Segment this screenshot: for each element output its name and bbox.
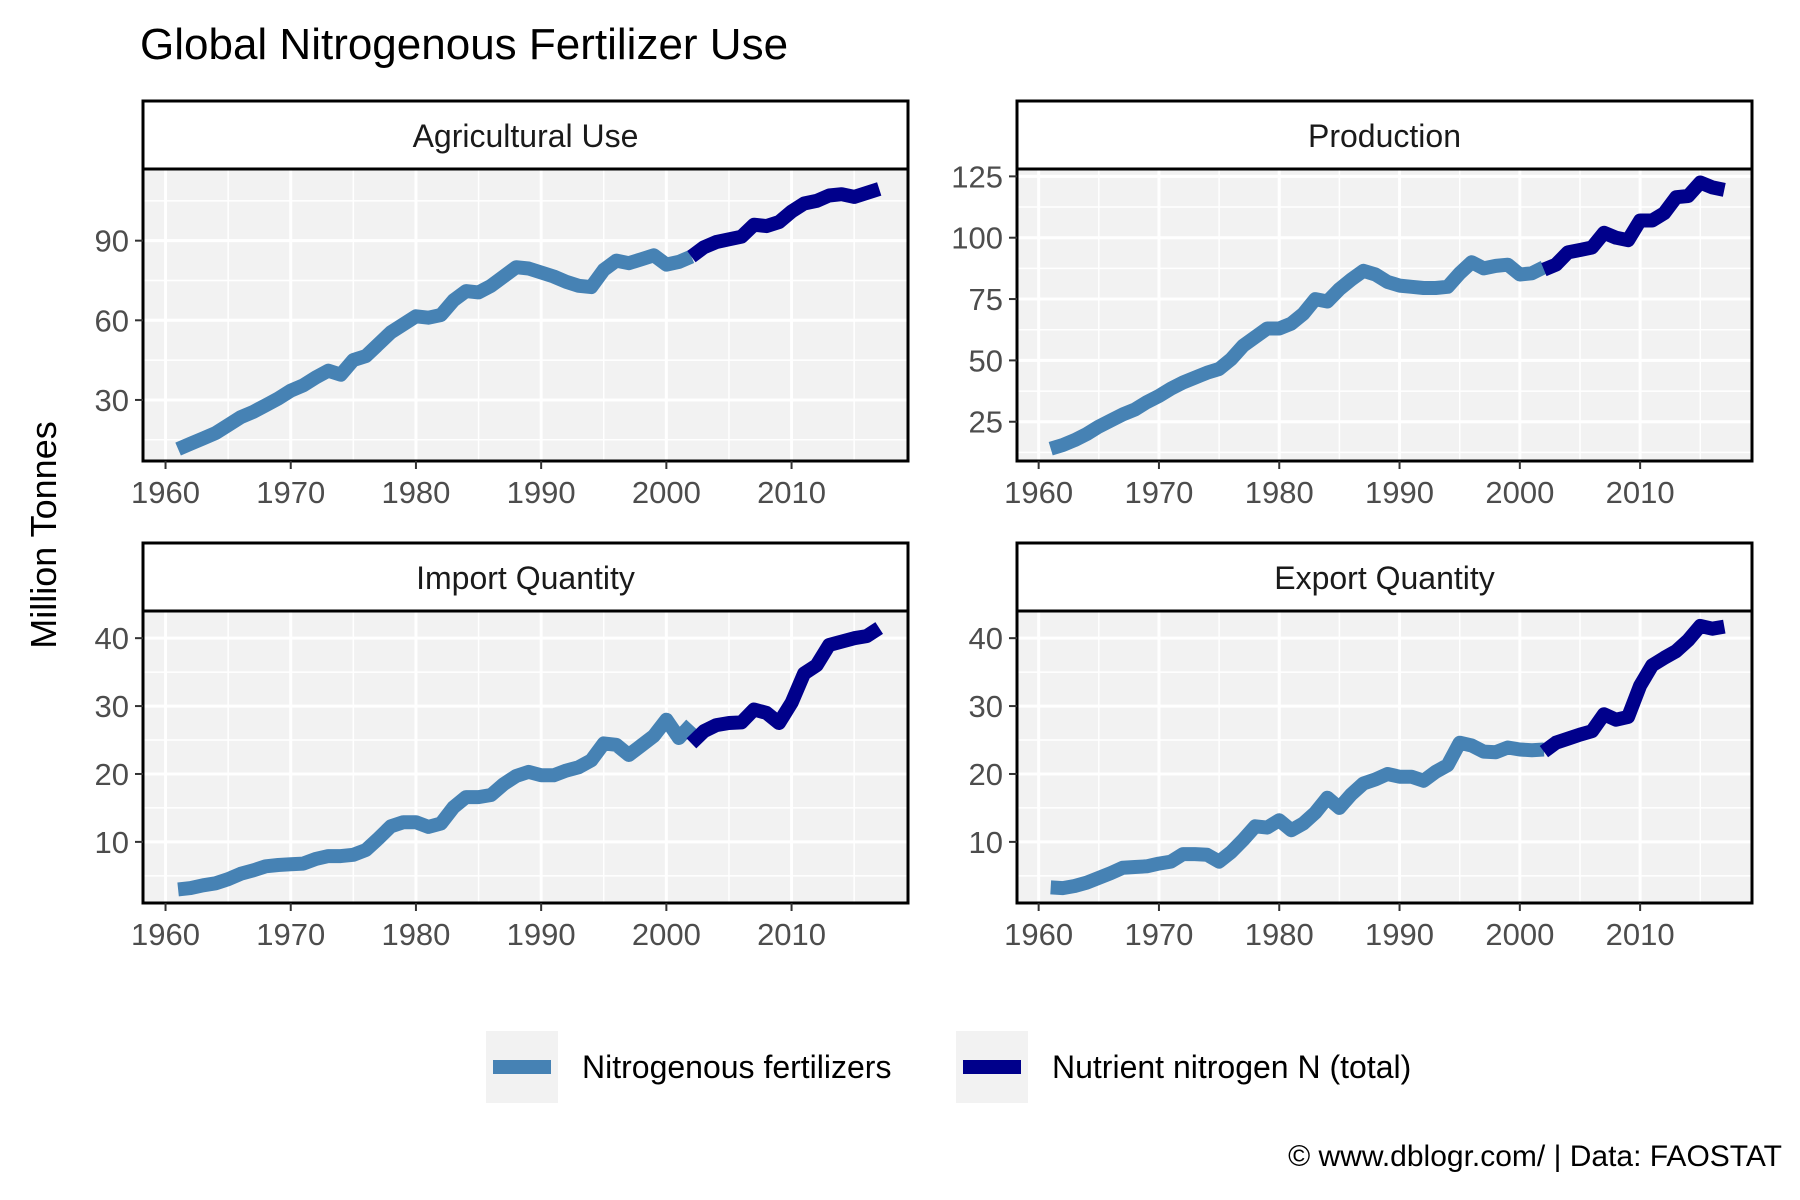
y-tick-label: 20 (95, 757, 129, 792)
caption: © www.dblogr.com/ | Data: FAOSTAT (1288, 1140, 1782, 1173)
x-tick-label: 2010 (757, 917, 826, 952)
facet-title: Export Quantity (1274, 560, 1495, 596)
x-tick-label: 1960 (1004, 917, 1073, 952)
facet-strip (141, 541, 910, 613)
x-tick-label: 1980 (1245, 917, 1314, 952)
y-tick-label: 40 (969, 621, 1003, 656)
y-tick-label: 20 (969, 757, 1003, 792)
y-tick-label: 30 (95, 689, 129, 724)
panel-border (141, 609, 910, 905)
facet-title: Import Quantity (416, 560, 635, 596)
legend-item: Nitrogenous fertilizers (486, 1031, 891, 1103)
x-tick-label: 1990 (1365, 917, 1434, 952)
y-tick-label: 10 (95, 825, 129, 860)
facet-strip (1015, 541, 1754, 613)
y-tick-label: 40 (95, 621, 129, 656)
x-tick-label: 1980 (381, 475, 450, 510)
x-tick-label: 1970 (1124, 475, 1193, 510)
y-tick-label: 125 (951, 159, 1003, 194)
panel-1: Agricultural Use 1960 1970 1980 1990 2000 2010… (95, 99, 910, 510)
series-line-fertilizers (1048, 255, 1548, 456)
x-tick-label: 1970 (256, 917, 325, 952)
panel-4: Export Quantity 1960 1970 1980 1990 2000 2010 1… (969, 541, 1754, 952)
y-tick-label: 10 (969, 825, 1003, 860)
y-tick-label: 100 (951, 221, 1003, 256)
x-tick-label: 1980 (1245, 475, 1314, 510)
legend-label: Nitrogenous fertilizers (582, 1049, 891, 1085)
series-line-fertilizers (175, 248, 695, 456)
y-tick-label: 25 (969, 405, 1003, 440)
panel-3: Import Quantity 1960 1970 1980 1990 2000 2010 1… (95, 541, 910, 952)
y-tick-label: 30 (95, 383, 129, 418)
y-tick-label: 60 (95, 303, 129, 338)
y-tick-label: 75 (969, 282, 1003, 317)
panel-border (1015, 167, 1754, 463)
y-tick-label: 30 (969, 689, 1003, 724)
panel-border (1015, 609, 1754, 905)
x-tick-label: 1960 (1004, 475, 1073, 510)
facet-strip (141, 99, 910, 171)
facet-strip (1015, 99, 1754, 171)
series-line-fertilizers (1050, 735, 1545, 896)
y-axis-label: Million Tonnes (23, 421, 64, 648)
x-tick-label: 2000 (632, 475, 701, 510)
series-line-nutrient (686, 622, 884, 749)
x-tick-label: 1990 (507, 917, 576, 952)
panel-2: Production 1960 1970 1980 1990 2000 2010 25 50 75… (951, 99, 1754, 510)
x-tick-label: 2000 (632, 917, 701, 952)
panel-border (141, 167, 910, 463)
x-tick-label: 1990 (1365, 475, 1434, 510)
x-tick-label: 2000 (1485, 475, 1554, 510)
x-tick-label: 2010 (757, 475, 826, 510)
x-tick-label: 1960 (131, 917, 200, 952)
panel-background (1017, 611, 1752, 903)
x-tick-label: 1970 (1124, 917, 1193, 952)
series-line-nutrient (1541, 175, 1726, 277)
panel-background (143, 611, 908, 903)
y-tick-label: 90 (95, 224, 129, 259)
x-tick-label: 1970 (256, 475, 325, 510)
legend: Nitrogenous fertilizers Nutrient nitrogen… (486, 1031, 1411, 1103)
series-line-nutrient (1539, 618, 1726, 758)
facet-title: Production (1308, 118, 1461, 154)
x-tick-label: 2010 (1606, 475, 1675, 510)
facet-title: Agricultural Use (413, 118, 639, 154)
series-line-nutrient (687, 182, 882, 263)
x-tick-label: 2010 (1606, 917, 1675, 952)
x-tick-label: 1990 (507, 475, 576, 510)
x-tick-label: 2000 (1485, 917, 1554, 952)
chart-title: Global Nitrogenous Fertilizer Use (140, 20, 788, 69)
legend-item: Nutrient nitrogen N (total) (956, 1031, 1411, 1103)
y-tick-label: 50 (969, 343, 1003, 378)
x-tick-label: 1980 (381, 917, 450, 952)
x-tick-label: 1960 (131, 475, 200, 510)
legend-label: Nutrient nitrogen N (total) (1052, 1049, 1411, 1085)
series-line-fertilizers (177, 712, 697, 897)
